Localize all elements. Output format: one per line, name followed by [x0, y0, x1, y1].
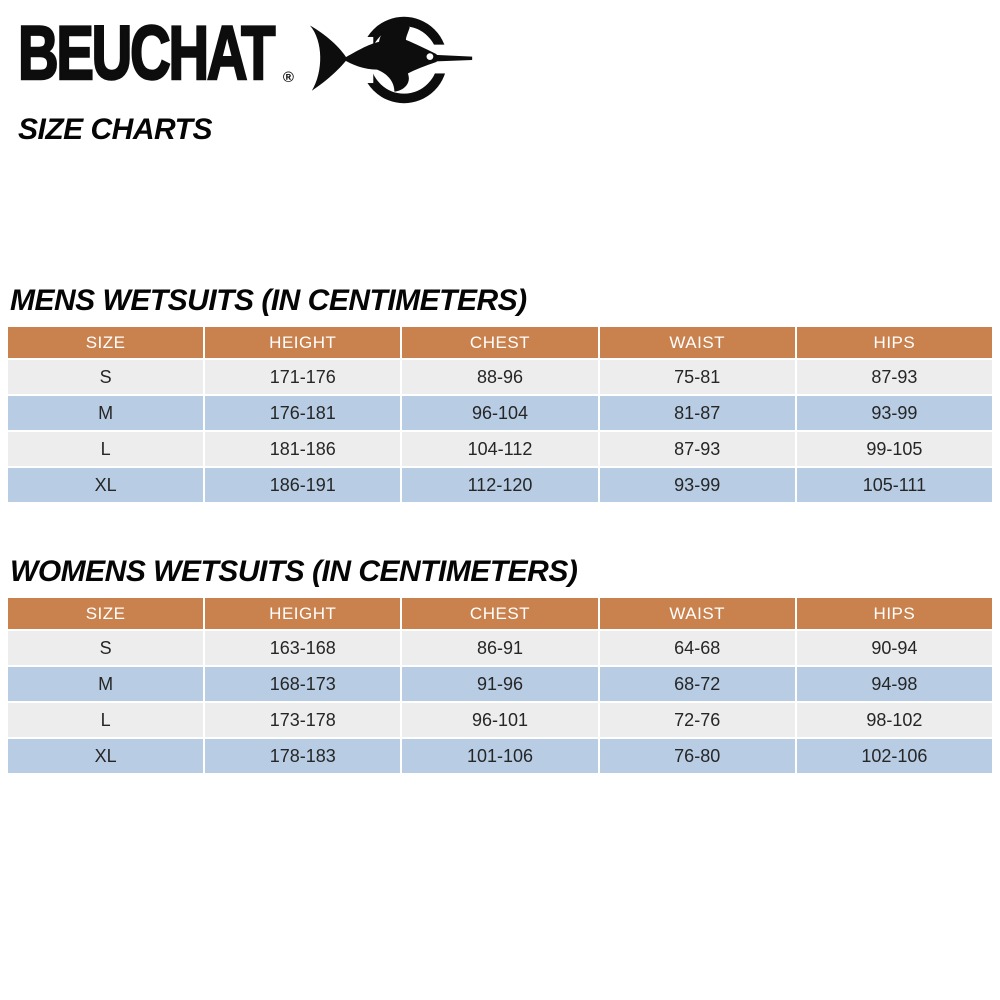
hips-value: 98-102: [796, 703, 992, 737]
waist-value: 75-81: [599, 360, 795, 394]
column-header-chest: CHEST: [402, 327, 598, 358]
chest-value: 86-91: [402, 631, 598, 665]
column-header-size: SIZE: [8, 327, 204, 358]
height-value: 186-191: [205, 468, 401, 502]
height-value: 163-168: [205, 631, 401, 665]
page-title: SIZE CHARTS: [18, 113, 212, 146]
column-header-waist: WAIST: [599, 598, 795, 629]
hips-value: 90-94: [796, 631, 992, 665]
column-header-hips: HIPS: [796, 327, 992, 358]
hips-value: 93-99: [796, 396, 992, 430]
womens-size-table: SIZE HEIGHT CHEST WAIST HIPS S 163-168 8…: [8, 598, 992, 773]
swordfish-circle-icon: [309, 16, 473, 104]
size-value: M: [8, 396, 204, 430]
size-value: XL: [8, 468, 204, 502]
height-value: 176-181: [205, 396, 401, 430]
size-value: M: [8, 667, 204, 701]
waist-value: 76-80: [599, 739, 795, 773]
womens-wetsuits-section: WOMENS WETSUITS (IN CENTIMETERS) SIZE HE…: [8, 555, 992, 773]
height-value: 181-186: [205, 432, 401, 466]
womens-table-title: WOMENS WETSUITS (IN CENTIMETERS): [10, 555, 578, 588]
brand-header: BEUCHAT ® SIZE CHARTS: [17, 11, 476, 146]
waist-value: 72-76: [599, 703, 795, 737]
chest-value: 96-101: [402, 703, 598, 737]
chest-value: 104-112: [402, 432, 598, 466]
hips-value: 99-105: [796, 432, 992, 466]
chest-value: 96-104: [402, 396, 598, 430]
mens-size-table: SIZE HEIGHT CHEST WAIST HIPS S 171-176 8…: [8, 327, 992, 502]
registered-trademark: ®: [282, 69, 294, 86]
size-value: S: [8, 631, 204, 665]
height-value: 168-173: [205, 667, 401, 701]
column-header-hips: HIPS: [796, 598, 992, 629]
waist-value: 81-87: [599, 396, 795, 430]
hips-value: 105-111: [796, 468, 992, 502]
hips-value: 102-106: [796, 739, 992, 773]
chest-value: 112-120: [402, 468, 598, 502]
height-value: 178-183: [205, 739, 401, 773]
brand-logo-text: BEUCHAT: [17, 11, 276, 96]
height-value: 171-176: [205, 360, 401, 394]
column-header-height: HEIGHT: [205, 598, 401, 629]
waist-value: 64-68: [599, 631, 795, 665]
mens-wetsuits-section: MENS WETSUITS (IN CENTIMETERS) SIZE HEIG…: [8, 284, 992, 502]
mens-table-title: MENS WETSUITS (IN CENTIMETERS): [10, 284, 527, 317]
chest-value: 91-96: [402, 667, 598, 701]
column-header-height: HEIGHT: [205, 327, 401, 358]
size-value: XL: [8, 739, 204, 773]
waist-value: 87-93: [599, 432, 795, 466]
column-header-chest: CHEST: [402, 598, 598, 629]
column-header-size: SIZE: [8, 598, 204, 629]
size-value: L: [8, 703, 204, 737]
size-value: S: [8, 360, 204, 394]
hips-value: 87-93: [796, 360, 992, 394]
column-header-waist: WAIST: [599, 327, 795, 358]
chest-value: 88-96: [402, 360, 598, 394]
chest-value: 101-106: [402, 739, 598, 773]
waist-value: 68-72: [599, 667, 795, 701]
size-value: L: [8, 432, 204, 466]
hips-value: 94-98: [796, 667, 992, 701]
height-value: 173-178: [205, 703, 401, 737]
brand-logo: BEUCHAT ®: [17, 11, 294, 96]
waist-value: 93-99: [599, 468, 795, 502]
